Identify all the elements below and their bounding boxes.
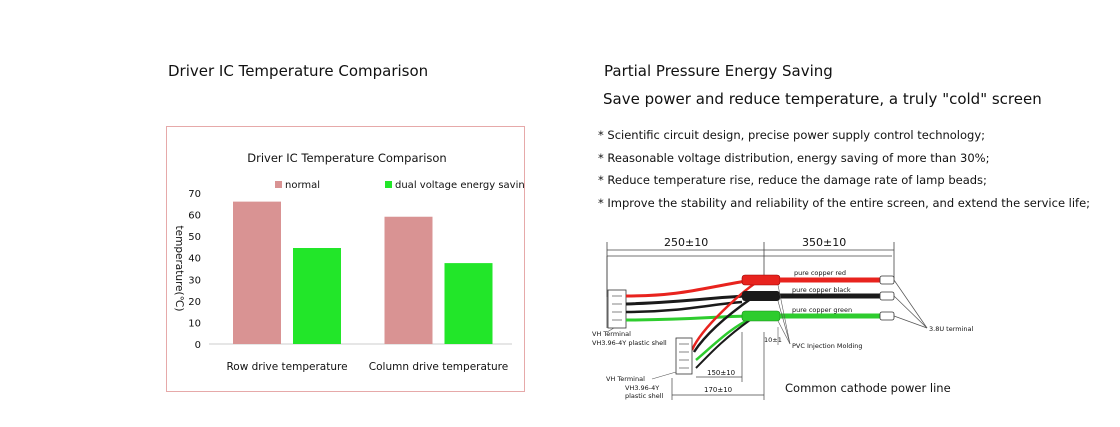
energy-saving-title: Partial Pressure Energy Saving <box>604 62 833 80</box>
dim-150: 150±10 <box>707 369 735 377</box>
label-10: 10±1 <box>764 336 782 344</box>
second-connector <box>675 337 693 375</box>
diagram-caption: Common cathode power line <box>785 381 951 395</box>
bar-normal-1 <box>384 216 433 344</box>
dimension-lines <box>606 242 895 297</box>
feature-item: * Improve the stability and reliability … <box>598 195 1091 210</box>
label-red: pure copper red <box>794 269 846 277</box>
legend-label: dual voltage energy saving <box>395 180 524 191</box>
dim-170: 170±10 <box>704 386 732 394</box>
legend-label: normal <box>285 180 320 191</box>
label-black: pure copper black <box>792 286 851 294</box>
energy-saving-subtitle: Save power and reduce temperature, a tru… <box>603 90 1042 108</box>
y-tick-label: 0 <box>195 340 201 351</box>
bar-dual-voltage-energy-saving-1 <box>444 263 493 344</box>
x-tick-label: Column drive temperature <box>369 361 508 373</box>
bar-chart: Driver IC Temperature Comparison normal du… <box>173 151 524 373</box>
legend-swatch <box>275 181 282 188</box>
y-tick-label: 50 <box>188 232 201 243</box>
label-green: pure copper green <box>792 306 852 314</box>
y-tick-label: 60 <box>188 211 201 222</box>
y-axis-label: temperature(℃) <box>173 226 185 312</box>
label-vh-shell-2a: VH3.96-4Y <box>625 384 659 392</box>
power-line-diagram: 250±10 350±10 pure copper red pure coppe… <box>592 236 974 400</box>
x-tick-label: Row drive temperature <box>226 361 347 373</box>
dim-350: 350±10 <box>802 236 846 249</box>
feature-item: * Reasonable voltage distribution, energ… <box>598 150 990 165</box>
chart-frame: Driver IC Temperature Comparison normal du… <box>166 126 525 392</box>
left-connector <box>607 289 627 329</box>
y-tick-label: 40 <box>188 254 201 265</box>
left-heading: Driver IC Temperature Comparison <box>168 62 429 80</box>
label-pvc: PVC Injection Molding <box>792 342 862 350</box>
label-vh-terminal-2: VH Terminal <box>606 375 645 383</box>
label-vh-terminal-1: VH Terminal <box>592 330 631 338</box>
y-tick-label: 20 <box>188 297 201 308</box>
feature-item: * Reduce temperature rise, reduce the da… <box>598 173 987 187</box>
y-tick-label: 30 <box>188 275 201 286</box>
feature-list: * Scientific circuit design, precise pow… <box>598 124 1090 214</box>
y-tick-label: 70 <box>188 189 201 200</box>
dim-250: 250±10 <box>664 236 708 249</box>
bar-dual-voltage-energy-saving-0 <box>293 248 341 344</box>
y-tick-label: 10 <box>188 318 201 329</box>
label-vh-shell-2b: plastic shell <box>625 392 664 400</box>
label-vh-shell-1: VH3.96-4Y plastic shell <box>592 339 667 347</box>
legend-swatch <box>385 181 392 188</box>
bar-normal-0 <box>233 201 281 344</box>
chart-title: Driver IC Temperature Comparison <box>247 151 446 165</box>
label-38u: 3.8U terminal <box>929 325 974 333</box>
feature-item: * Scientific circuit design, precise pow… <box>598 128 986 142</box>
